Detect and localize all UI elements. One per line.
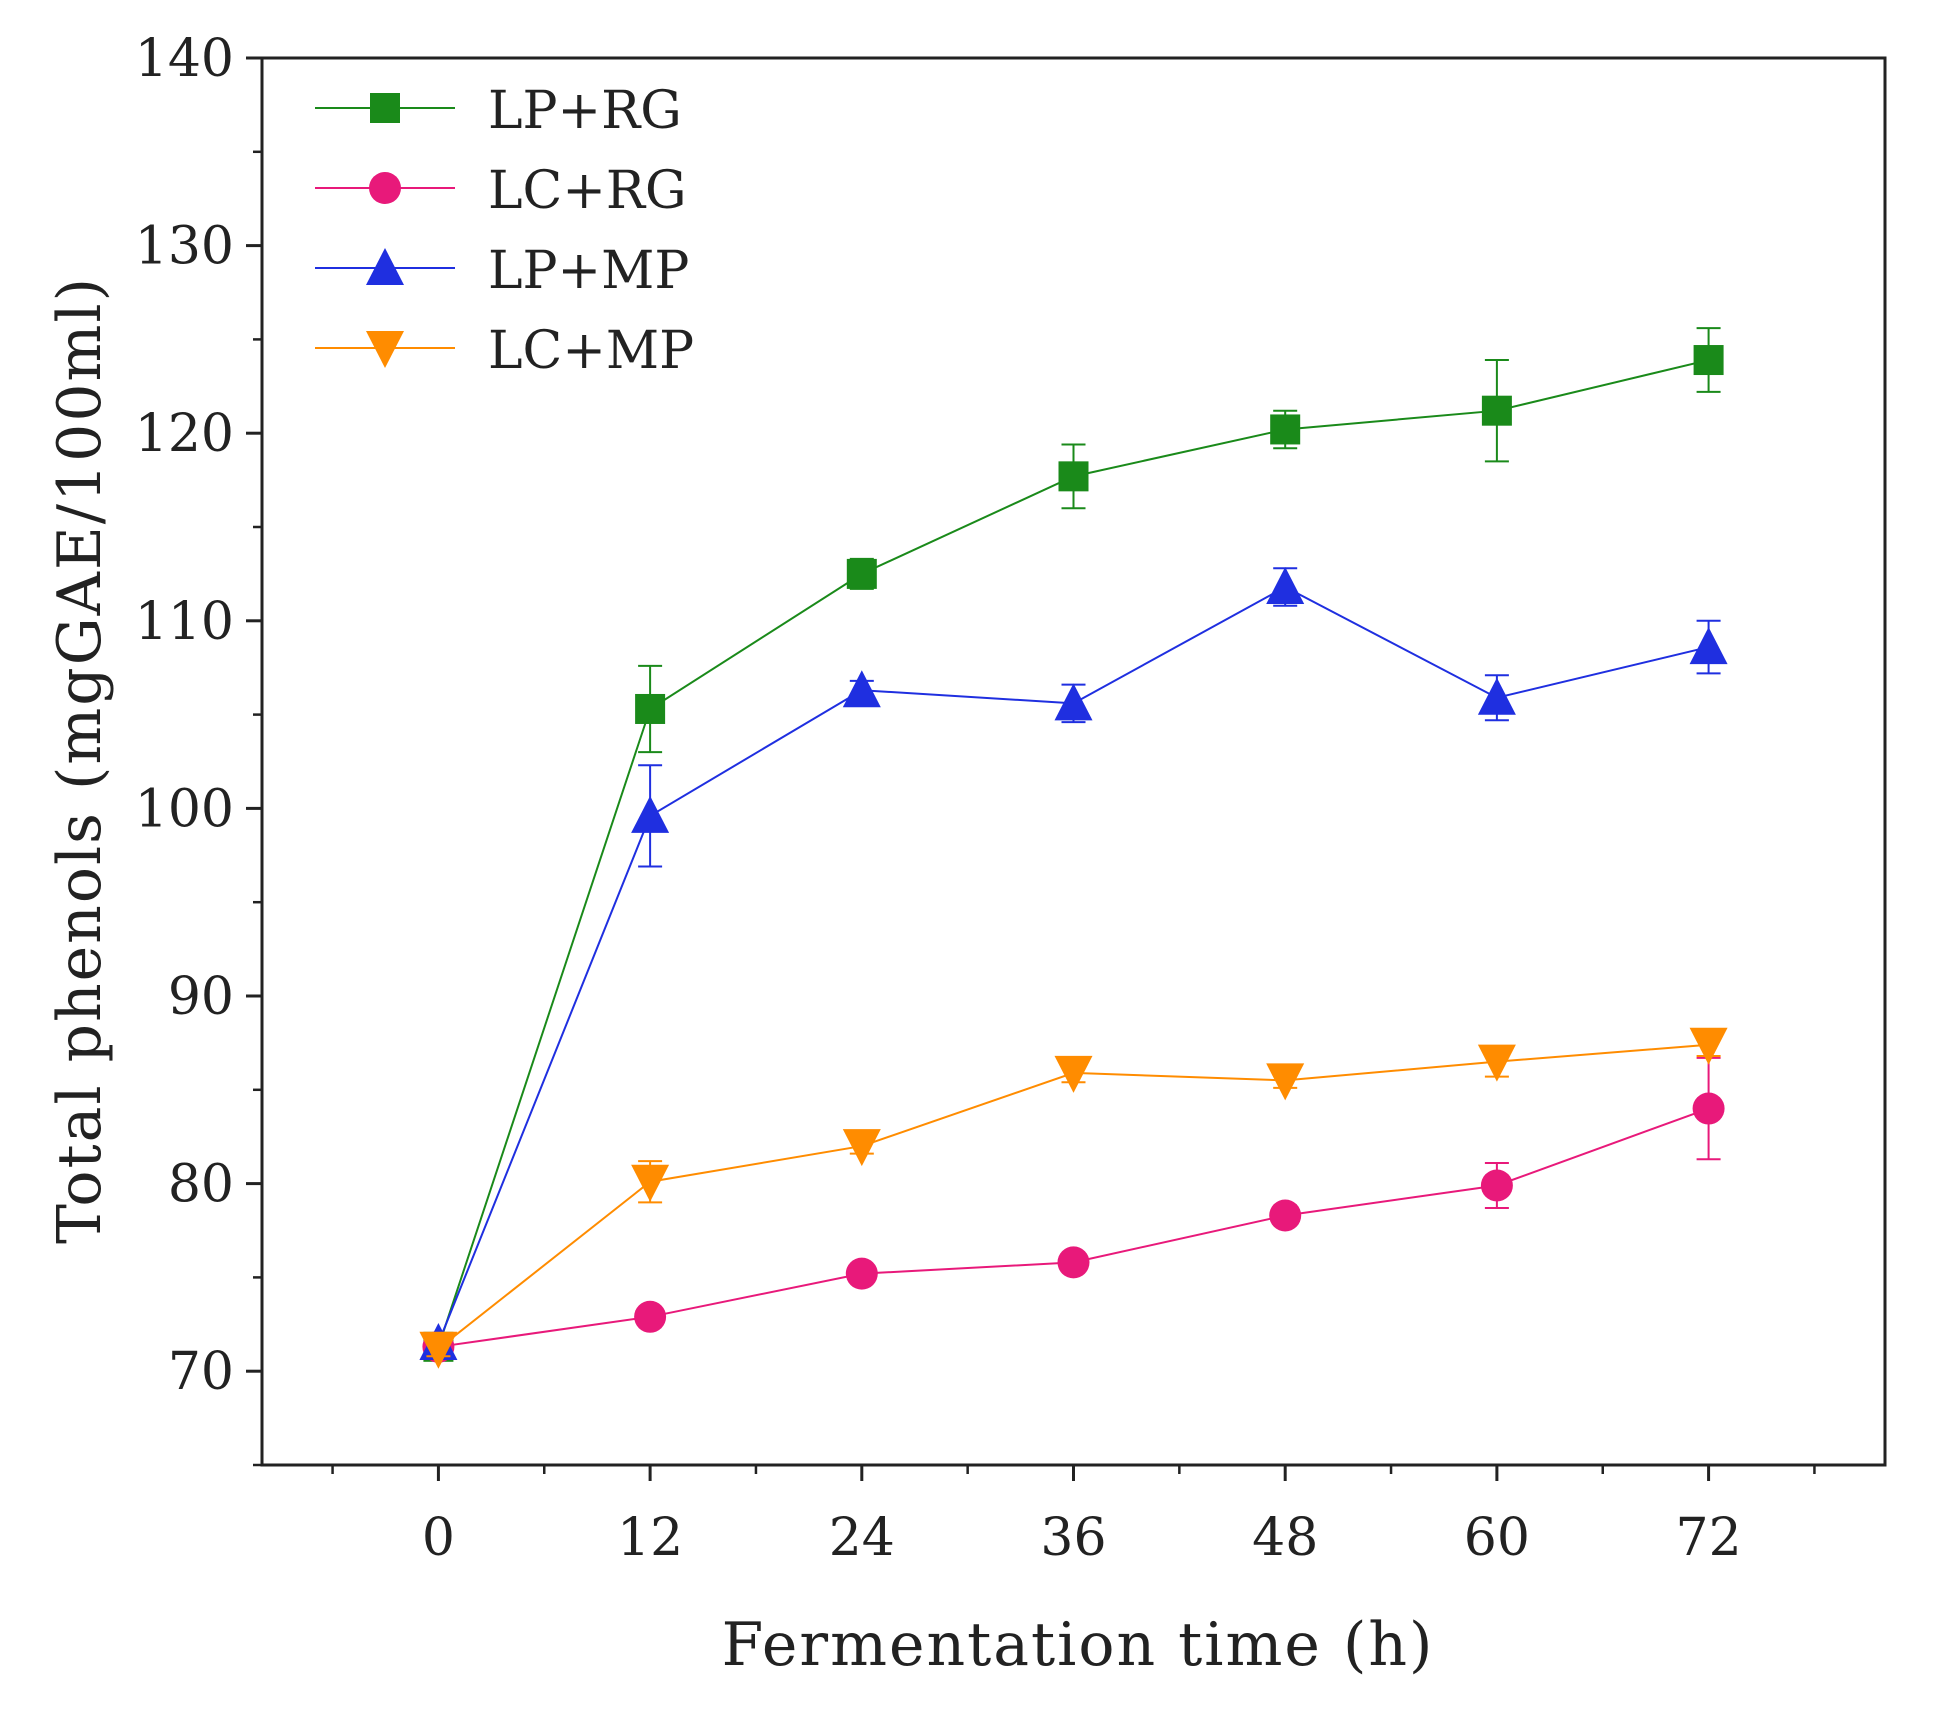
y-tick-label: 140 [135, 29, 234, 89]
y-tick-label: 130 [135, 217, 234, 277]
y-tick-label: 80 [168, 1155, 234, 1215]
legend: LP+RG LC+RG LP+MP LC+MP [315, 81, 694, 381]
legend-marker [366, 331, 404, 368]
legend-marker [366, 248, 404, 285]
data-point [631, 795, 670, 833]
legend-label: LP+RG [488, 81, 682, 141]
data-point [842, 670, 881, 708]
data-point [1269, 1199, 1302, 1232]
legend-item-lc-mp: LC+MP [315, 321, 694, 381]
series-lc-rg [422, 1056, 1725, 1363]
data-point [419, 1331, 458, 1369]
data-point [1477, 677, 1516, 715]
data-point [1266, 1063, 1305, 1101]
x-tick-label: 24 [829, 1508, 895, 1568]
legend-marker [369, 172, 401, 204]
data-point [1054, 1055, 1093, 1093]
data-point [634, 1300, 667, 1333]
data-point [846, 558, 877, 589]
y-axis-title: Total phenols (mgGAE/100ml) [45, 276, 115, 1244]
data-point [1692, 1092, 1725, 1125]
data-point [1689, 627, 1728, 665]
y-tick-label: 110 [135, 592, 234, 652]
data-point [1480, 1169, 1513, 1202]
data-point [1481, 395, 1512, 426]
axes: 0 12 24 36 48 60 72 70 80 90 100 110 120 130 140 [135, 29, 1887, 1568]
series-lc-mp [419, 1027, 1728, 1369]
data-point [1058, 461, 1089, 492]
y-tick-label: 70 [168, 1342, 234, 1402]
data-point [1054, 683, 1093, 721]
y-tick-label: 90 [168, 967, 234, 1027]
data-point [1266, 567, 1305, 605]
series-layer [419, 327, 1728, 1369]
data-point [635, 693, 666, 724]
x-tick-label: 72 [1676, 1508, 1742, 1568]
legend-label: LC+RG [488, 161, 687, 221]
data-point [1693, 345, 1724, 376]
x-tick-label: 48 [1252, 1508, 1318, 1568]
data-point [842, 1129, 881, 1167]
data-point [1057, 1246, 1090, 1279]
data-point [1270, 414, 1301, 445]
series-lp-mp [419, 567, 1728, 1361]
data-point [1477, 1044, 1516, 1082]
data-point [631, 1164, 670, 1202]
x-tick-label: 60 [1464, 1508, 1530, 1568]
legend-label: LC+MP [488, 321, 694, 381]
data-point [1689, 1027, 1728, 1065]
data-point [845, 1257, 878, 1290]
x-tick-label: 0 [422, 1508, 455, 1568]
y-tick-label: 120 [135, 404, 234, 464]
series-line-lc-rg [438, 1107, 1709, 1348]
y-tick-label: 100 [135, 779, 234, 839]
x-axis-title: Fermentation time (h) [722, 1610, 1435, 1680]
legend-item-lc-rg: LC+RG [315, 161, 687, 221]
x-tick-label: 36 [1040, 1508, 1106, 1568]
legend-marker [370, 93, 400, 123]
legend-label: LP+MP [488, 241, 689, 301]
legend-item-lp-mp: LP+MP [315, 241, 689, 301]
legend-item-lp-rg: LP+RG [315, 81, 682, 141]
x-tick-label: 12 [617, 1508, 683, 1568]
